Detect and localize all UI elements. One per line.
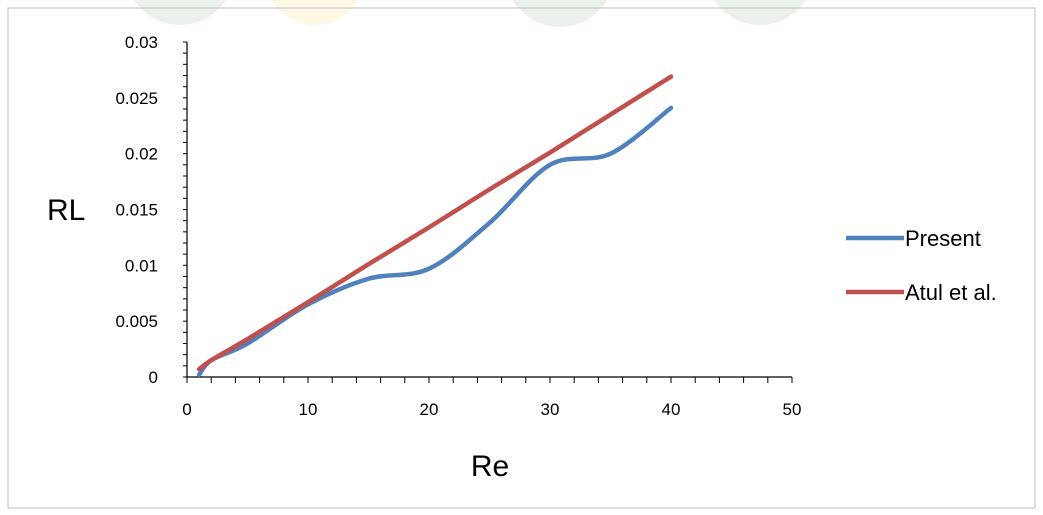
chart-border [7, 7, 1036, 509]
series-line-present [196, 105, 674, 378]
y-tick-label: 0.005 [115, 312, 158, 331]
x-tick-label: 40 [662, 400, 681, 419]
x-tick-label: 10 [299, 400, 318, 419]
series-layer [196, 74, 674, 378]
y-tick-label: 0.02 [125, 145, 158, 164]
y-tick-label: 0.025 [115, 89, 158, 108]
x-tick-label: 50 [783, 400, 802, 419]
y-axis: 0 0.005 0.01 0.015 0.02 0.025 0.03 [115, 33, 188, 387]
x-tick-label: 30 [541, 400, 560, 419]
legend: Present Atul et al. [846, 226, 997, 305]
background-decoration [133, 0, 807, 27]
y-tick-label: 0.03 [125, 33, 158, 52]
legend-label-atul-et-al: Atul et al. [905, 280, 997, 305]
y-tick-label: 0 [149, 368, 158, 387]
y-tick-label: 0.015 [115, 201, 158, 220]
series-line-atul-et-al [196, 74, 674, 372]
y-tick-label: 0.01 [125, 256, 158, 275]
x-axis: 0 10 20 30 40 50 [182, 376, 802, 419]
y-axis-title: RL [47, 194, 85, 227]
legend-label-present: Present [905, 226, 981, 251]
x-axis-title: Re [471, 450, 509, 483]
x-tick-label: 0 [182, 400, 191, 419]
x-tick-label: 20 [420, 400, 439, 419]
